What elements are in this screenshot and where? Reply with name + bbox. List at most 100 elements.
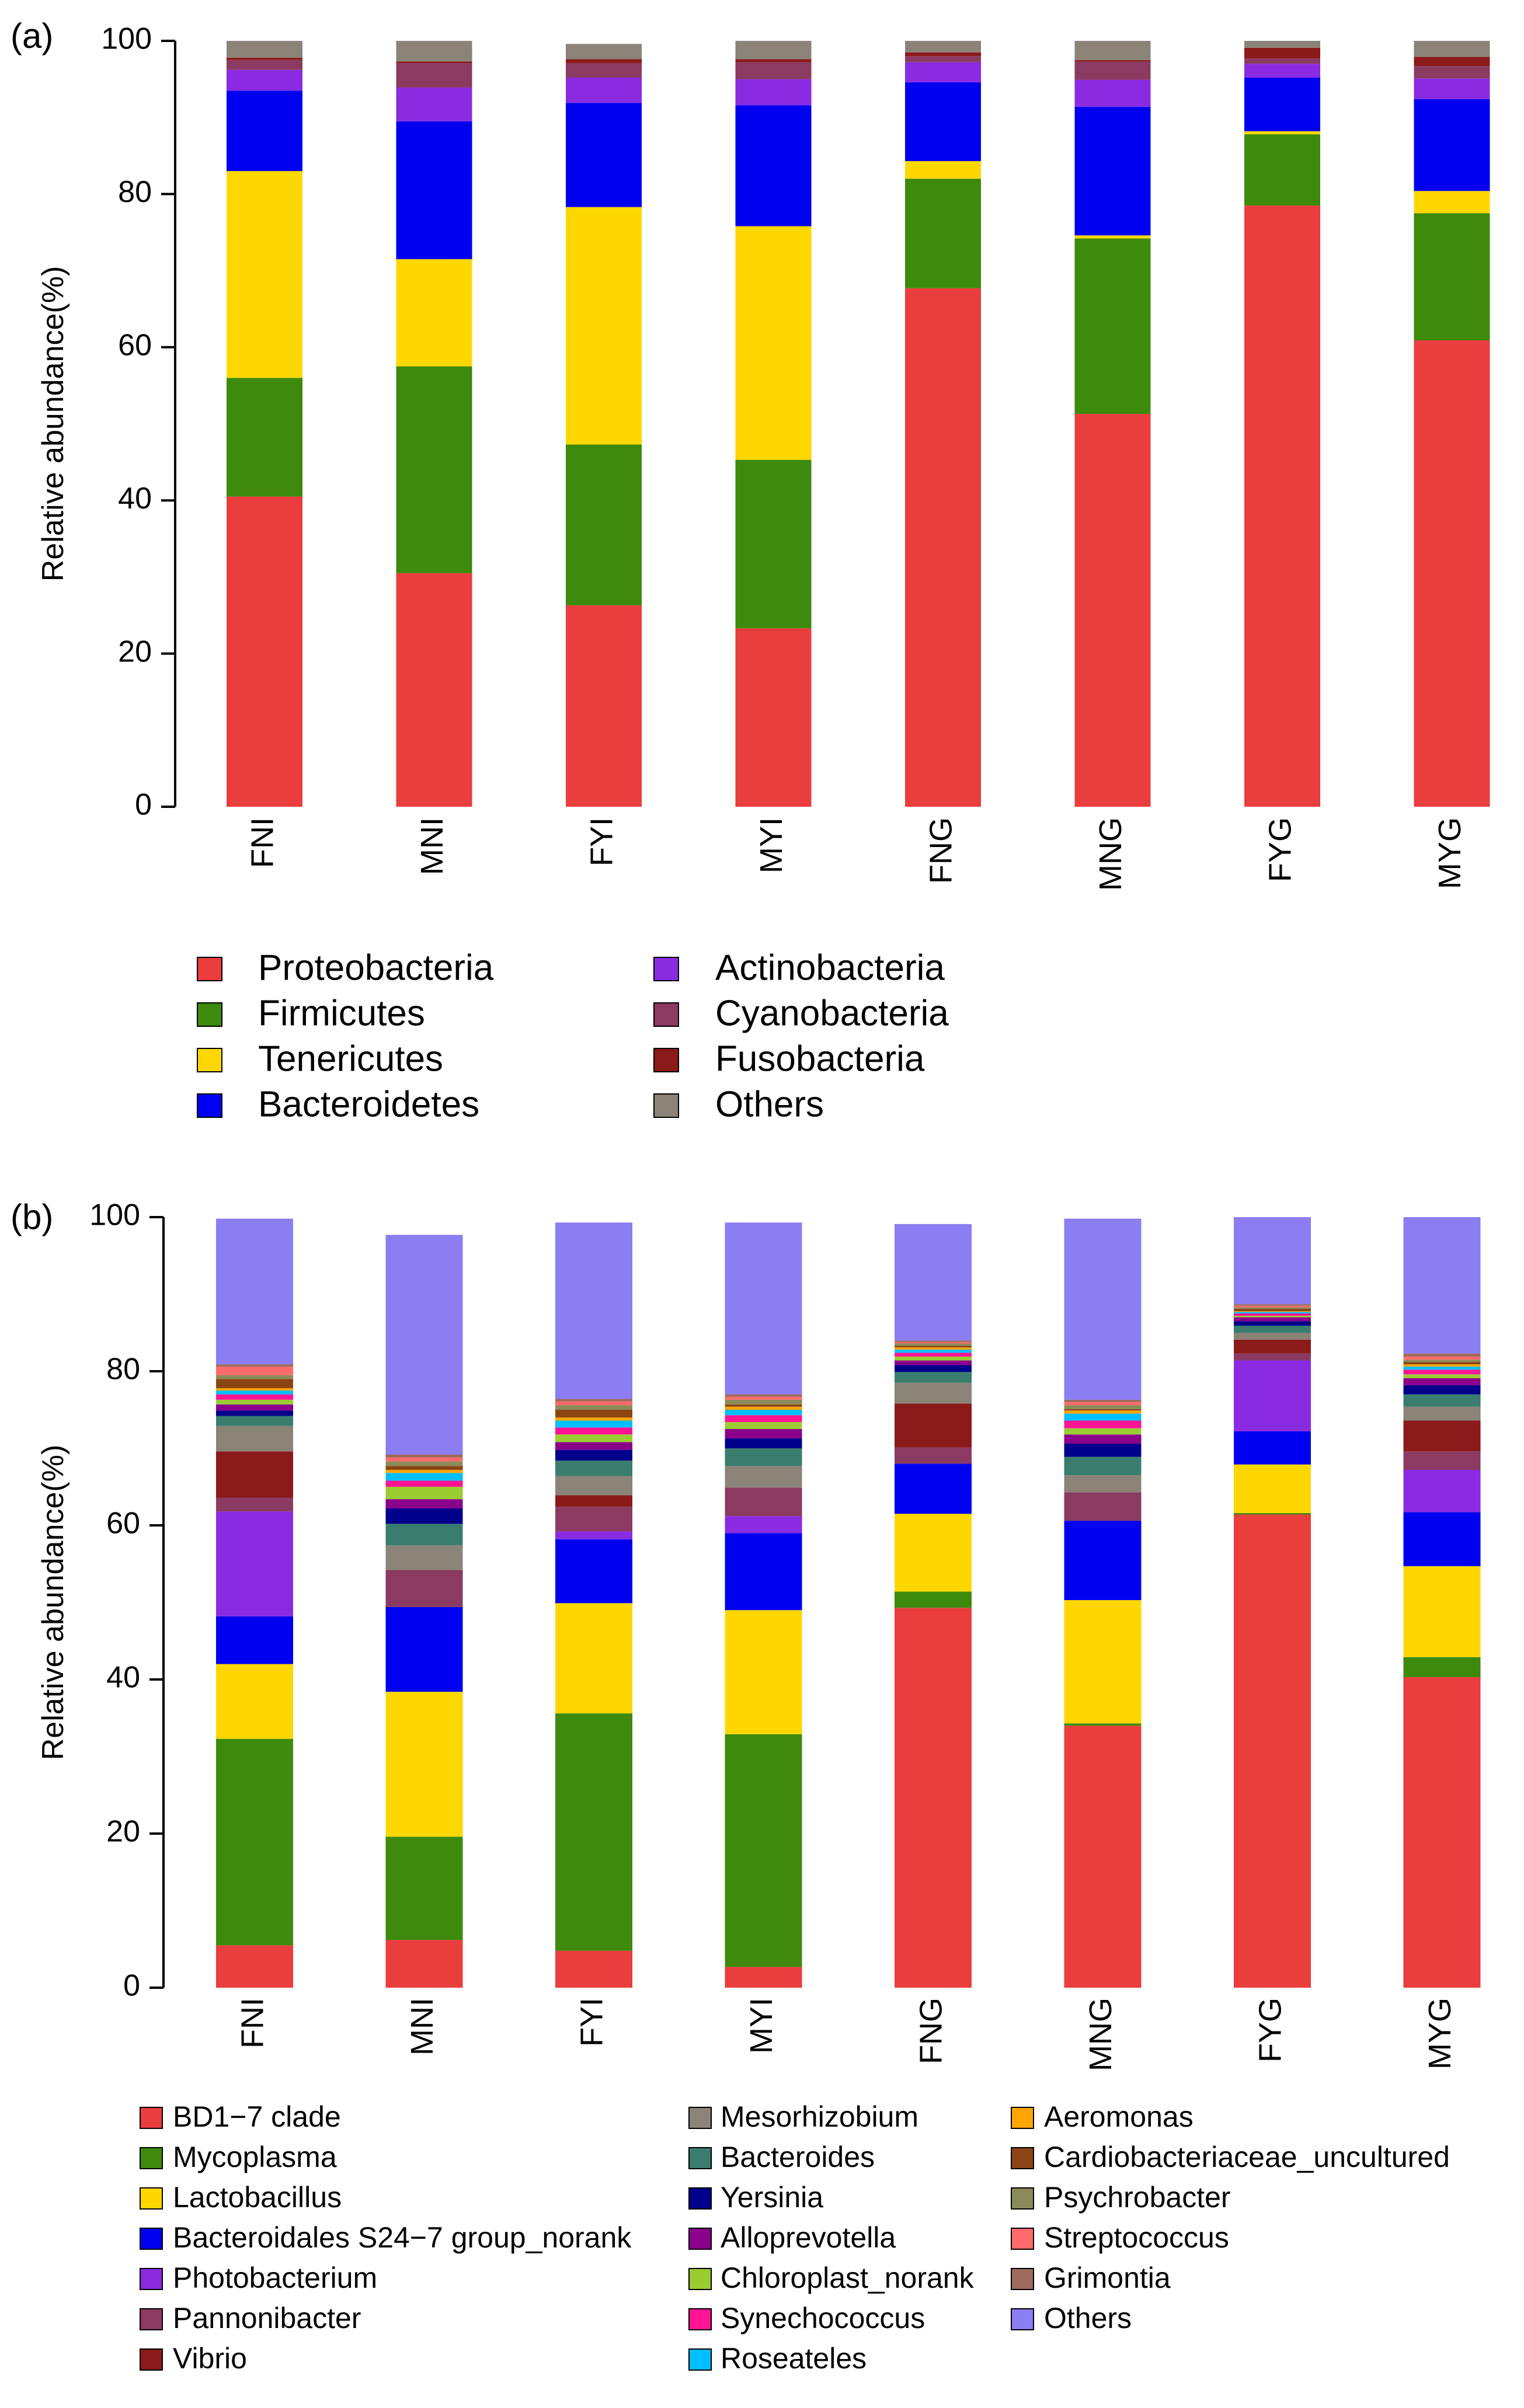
x-tick-label: MNI xyxy=(415,817,450,875)
bar-segment-others xyxy=(735,41,812,60)
bar-fyi xyxy=(555,1222,632,1988)
legend-swatch xyxy=(688,2187,712,2210)
bar-segment-yersinia xyxy=(1403,1385,1481,1395)
legend-item-mycoplasma: Mycoplasma xyxy=(140,2141,337,2173)
legend-item-others: Others xyxy=(1011,2302,1132,2334)
bar-segment-pannonibacter xyxy=(895,1447,972,1464)
y-tick-label: 40 xyxy=(118,482,152,515)
y-tick-label: 60 xyxy=(118,329,152,363)
bar-segment-others xyxy=(555,1222,632,1399)
legend-label: Alloprevotella xyxy=(721,2221,896,2254)
bar-mni xyxy=(385,1235,463,1988)
bar-segment-pannonibacter xyxy=(1064,1492,1142,1521)
legend-swatch xyxy=(688,2228,712,2250)
bar-segment-bacteroides xyxy=(216,1416,293,1426)
bar-segment-fusobacteria xyxy=(566,59,642,64)
bar-segment-lactobacillus xyxy=(216,1664,293,1739)
bar-fyi xyxy=(566,44,642,807)
bar-fng xyxy=(895,1224,972,1988)
bar-segment-alloprevotella xyxy=(725,1429,802,1438)
legend-item-firmicutes: Firmicutes xyxy=(197,993,425,1033)
chart-b: (b) 0 20 40 60 80 100 Relative abundance(%) FNI M… xyxy=(11,1197,1481,2071)
legend-label: BD1−7 clade xyxy=(173,2100,341,2133)
bar-segment-cyanobacteria xyxy=(905,56,981,62)
legend-item-proteobacteria: Proteobacteria xyxy=(197,947,494,988)
bar-segment-roseateles xyxy=(1064,1413,1142,1421)
bar-segment-photobacterium xyxy=(725,1516,802,1534)
legend-item-bacteroidetes: Bacteroidetes xyxy=(197,1084,479,1124)
legend-label: Bacteroidetes xyxy=(258,1084,479,1124)
bar-segment-streptococcus xyxy=(555,1401,632,1406)
x-tick-label: FNG xyxy=(923,817,958,884)
y-axis-label: Relative abundance(%) xyxy=(36,266,70,582)
bar-segment-vibrio xyxy=(216,1451,293,1498)
bar-segment-aeromonas xyxy=(725,1406,802,1410)
bar-segment-bacteroides xyxy=(895,1372,972,1383)
bar-segment-alloprevotella xyxy=(1064,1434,1142,1444)
bar-myg xyxy=(1403,1217,1481,1988)
bar-segment-actinobacteria xyxy=(905,62,981,82)
bar-segment-bacteroides xyxy=(385,1524,463,1546)
bar-segment-others xyxy=(396,41,472,62)
bar-segment-cardiobacteriaceae-uncultured xyxy=(216,1379,293,1389)
bar-segment-fusobacteria xyxy=(396,61,472,64)
bar-segment-actinobacteria xyxy=(1414,78,1490,99)
bar-segment-aeromonas xyxy=(1403,1364,1481,1367)
legend-label: Actinobacteria xyxy=(715,947,945,988)
bar-segment-alloprevotella xyxy=(216,1404,293,1411)
bar-segment-psychrobacter xyxy=(725,1399,802,1405)
bar-segment-bacteroidetes xyxy=(905,82,981,161)
bar-segment-bacteroides xyxy=(1234,1326,1311,1333)
y-tick-label: 100 xyxy=(101,22,152,56)
bar-segment-psychrobacter xyxy=(895,1343,972,1346)
legend-swatch xyxy=(688,2107,712,2129)
legend-label: Grimontia xyxy=(1044,2261,1171,2294)
bar-segment-cardiobacteriaceae-uncultured xyxy=(385,1466,463,1470)
y-tick-label: 80 xyxy=(106,1353,140,1386)
bar-fng xyxy=(905,41,981,807)
bar-segment-mycoplasma xyxy=(1403,1657,1481,1678)
bar-mni xyxy=(396,41,472,807)
bar-segment-chloroplast-norank xyxy=(216,1399,293,1405)
bar-segment-chloroplast-norank xyxy=(725,1422,802,1429)
bar-segment-chloroplast-norank xyxy=(385,1487,463,1500)
y-tick-label: 0 xyxy=(123,1969,140,2003)
legend-label: Vibrio xyxy=(173,2342,247,2375)
legend-item-grimontia: Grimontia xyxy=(1011,2261,1171,2294)
bar-segment-tenericutes xyxy=(1414,191,1490,214)
bar-segment-bd1-7-clade xyxy=(555,1950,632,1988)
legend-label: Psychrobacter xyxy=(1044,2181,1231,2214)
bar-segment-bacteroidetes xyxy=(227,90,302,172)
bar-segment-mycoplasma xyxy=(895,1591,972,1608)
legend-swatch xyxy=(140,2187,163,2210)
legend-swatch xyxy=(653,1048,679,1072)
bar-segment-cardiobacteriaceae-uncultured xyxy=(1064,1409,1142,1411)
x-tick-label: MYI xyxy=(744,1998,779,2054)
x-tick-label: MYG xyxy=(1432,817,1467,889)
bar-segment-synechococcus xyxy=(895,1353,972,1357)
bar-segment-pannonibacter xyxy=(216,1497,293,1512)
panel-label: (a) xyxy=(11,16,53,55)
bar-segment-bacteroidales-s24-7-group-norank xyxy=(1234,1431,1311,1465)
bar-segment-others xyxy=(1234,1217,1311,1305)
bar-segment-bacteroides xyxy=(725,1448,802,1466)
legend-item-synechococcus: Synechococcus xyxy=(688,2302,925,2334)
bar-segment-others xyxy=(227,41,302,58)
bar-segment-psychrobacter xyxy=(1403,1360,1481,1362)
y-tick-label: 60 xyxy=(106,1507,140,1541)
legend-item-yersinia: Yersinia xyxy=(688,2181,823,2214)
bar-segment-bacteroidales-s24-7-group-norank xyxy=(216,1616,293,1664)
bar-segment-proteobacteria xyxy=(396,573,472,807)
bar-segment-bd1-7-clade xyxy=(385,1940,463,1988)
bar-segment-grimontia xyxy=(216,1364,293,1367)
bar-segment-bacteroidales-s24-7-group-norank xyxy=(1064,1521,1142,1601)
legend-swatch xyxy=(140,2228,163,2250)
bar-segment-psychrobacter xyxy=(385,1461,463,1466)
bar-segment-roseateles xyxy=(1403,1367,1481,1370)
bar-segment-lactobacillus xyxy=(1064,1600,1142,1724)
bar-segment-yersinia xyxy=(1064,1444,1142,1457)
bar-segment-cardiobacteriaceae-uncultured xyxy=(555,1410,632,1418)
x-tick-label: MNI xyxy=(405,1998,440,2055)
bar-segment-grimontia xyxy=(555,1399,632,1402)
